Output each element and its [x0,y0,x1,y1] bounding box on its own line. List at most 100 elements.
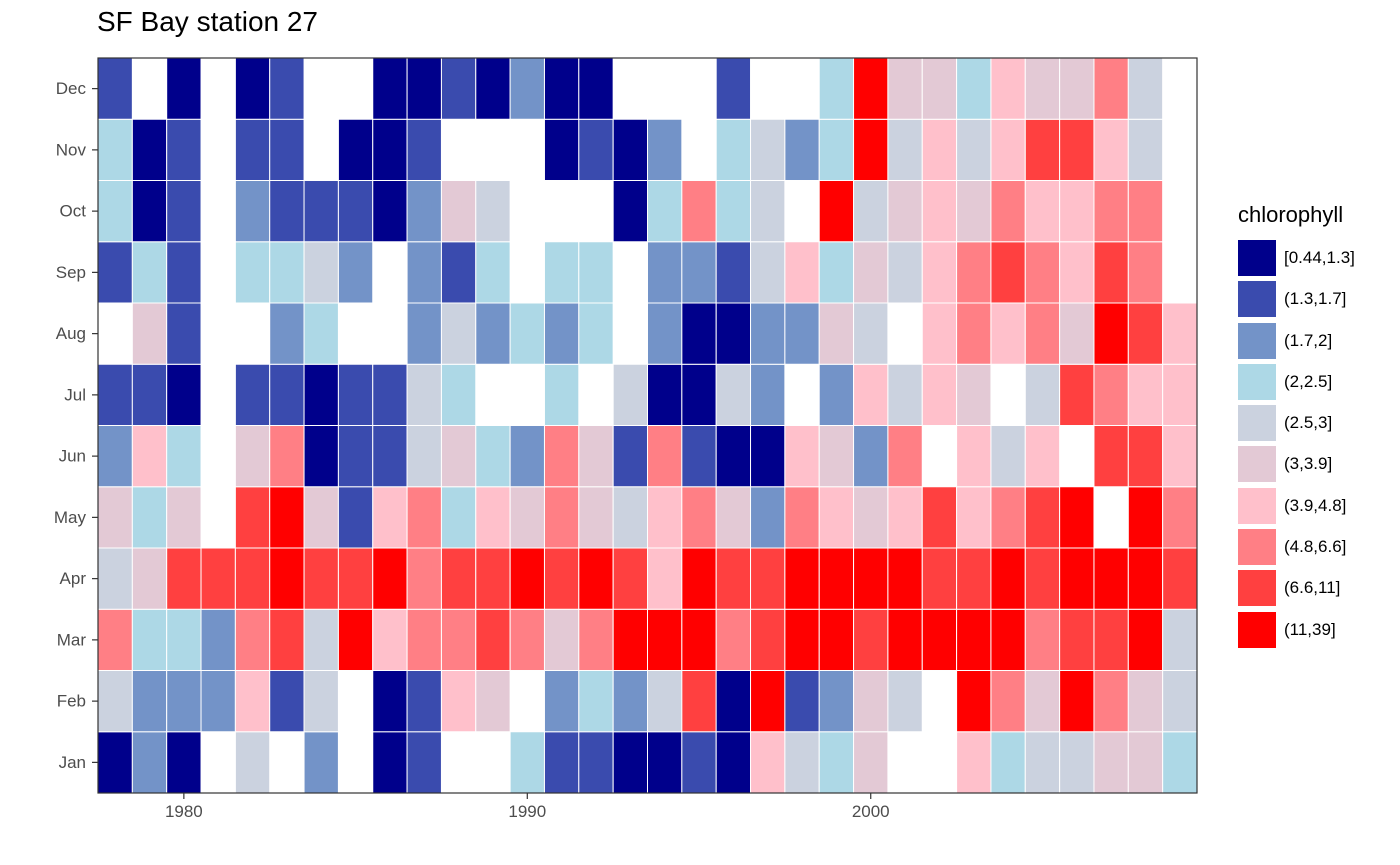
heatmap-cell-jul-1988 [440,363,477,426]
heatmap-cell-apr-1994 [647,547,683,610]
heatmap-cell-sep-1989 [475,241,511,304]
heatmap-cell-jul-1999 [818,363,855,426]
heatmap-cell-may-1990 [509,486,545,549]
heatmap-cell-jan-2008 [1127,731,1164,794]
legend-item-5: (3,3.9] [1238,444,1355,484]
heatmap-cell-jan-2004 [990,731,1026,794]
heatmap-cell-apr-2005 [1024,547,1061,610]
legend: chlorophyll [0.44,1.3] (1.3,1.7] (1.7,2] (2… [1238,202,1355,651]
heatmap-cell-apr-2007 [1093,547,1129,610]
heatmap-cell-may-1996 [715,486,752,549]
heatmap-cell-sep-1995 [681,241,717,304]
heatmap-cell-mar-1980 [166,608,202,671]
heatmap-cell-feb-1993 [612,670,648,733]
heatmap-cell-aug-2007 [1093,302,1129,365]
heatmap-cell-jul-2002 [921,363,958,426]
x-axis: 1980 1990 2000 [165,793,890,821]
y-tick-label-feb: Feb [57,692,86,711]
heatmap-cell-feb-1980 [166,670,202,733]
heatmap-cell-aug-1991 [543,302,580,365]
heatmap-cell-aug-1989 [475,302,511,365]
heatmap-cell-nov-1996 [715,118,752,181]
heatmap-cell-aug-1980 [166,302,202,365]
heatmap-cell-jul-1991 [543,363,580,426]
legend-item-2: (1.7,2] [1238,321,1355,361]
heatmap-cell-jul-1985 [337,363,374,426]
heatmap-cell-sep-2003 [956,241,992,304]
heatmap-cell-jun-1980 [166,425,202,488]
heatmap-cell-apr-1981 [200,547,236,610]
heatmap-cell-jun-1999 [818,425,855,488]
heatmap-cell-jun-2004 [990,425,1026,488]
heatmap-cell-jan-1978 [97,731,133,794]
heatmap-cell-feb-1984 [303,670,339,733]
heatmap-cell-jul-2003 [956,363,992,426]
heatmap-cell-sep-1980 [166,241,202,304]
heatmap-cell-sep-1987 [406,241,442,304]
heatmap-cell-nov-1997 [750,118,786,181]
heatmap-cell-may-1978 [97,486,133,549]
heatmap-cell-dec-1990 [509,57,545,120]
heatmap-cell-sep-1988 [440,241,477,304]
heatmap-cell-jun-2003 [956,425,992,488]
heatmap-cell-sep-1994 [647,241,683,304]
heatmap-cell-oct-2006 [1059,180,1095,243]
heatmap-cell-dec-2001 [887,57,923,120]
heatmap-cell-oct-1994 [647,180,683,243]
heatmap-cell-apr-2006 [1059,547,1095,610]
heatmap-cell-oct-1999 [818,180,855,243]
legend-item-8: (6.6,11] [1238,568,1355,608]
heatmap-cell-sep-2008 [1127,241,1164,304]
heatmap-cell-may-1984 [303,486,339,549]
legend-item-4: (2.5,3] [1238,403,1355,443]
heatmap-cell-mar-1985 [337,608,374,671]
y-tick-label-jun: Jun [59,447,86,466]
heatmap-cell-jun-2000 [853,425,889,488]
heatmap-cell-aug-2003 [956,302,992,365]
heatmap-cell-aug-1997 [750,302,786,365]
y-tick-label-sep: Sep [56,263,86,282]
heatmap-cell-apr-1992 [578,547,614,610]
heatmap-cell-mar-1995 [681,608,717,671]
heatmap-cell-jun-1987 [406,425,442,488]
legend-swatch-1 [1238,281,1276,318]
legend-title: chlorophyll [1238,202,1344,227]
heatmap-cell-may-1979 [131,486,168,549]
heatmap-cell-apr-1984 [303,547,339,610]
heatmap-cell-may-2004 [990,486,1026,549]
heatmap-cell-aug-1990 [509,302,545,365]
heatmap-cell-sep-1982 [234,241,271,304]
heatmap-cell-oct-2008 [1127,180,1164,243]
heatmap-cell-jul-2006 [1059,363,1095,426]
heatmap-cell-sep-1985 [337,241,374,304]
heatmap-cell-may-1999 [818,486,855,549]
y-tick-label-apr: Apr [60,569,87,588]
heatmap-cell-apr-1988 [440,547,477,610]
legend-item-0: [0.44,1.3] [1238,238,1355,278]
heatmap-cell-nov-2003 [956,118,992,181]
heatmap-cell-jul-1986 [372,363,408,426]
heatmap-cell-aug-1984 [303,302,339,365]
heatmap-cell-jan-2007 [1093,731,1129,794]
heatmap-cell-feb-1982 [234,670,271,733]
heatmap-cell-sep-1991 [543,241,580,304]
heatmap-cell-sep-2000 [853,241,889,304]
heatmap-cell-jul-1987 [406,363,442,426]
heatmap-cell-nov-1983 [269,118,305,181]
heatmap-cell-apr-1991 [543,547,580,610]
heatmap-cell-jul-1984 [303,363,339,426]
heatmap-cell-sep-2001 [887,241,923,304]
heatmap-cell-may-1980 [166,486,202,549]
heatmap-cell-may-1987 [406,486,442,549]
heatmap-cell-feb-1992 [578,670,614,733]
heatmap-cell-feb-2006 [1059,670,1095,733]
heatmap-cell-nov-2006 [1059,118,1095,181]
heatmap-cell-mar-1994 [647,608,683,671]
heatmap-cell-aug-2008 [1127,302,1164,365]
heatmap-cell-feb-1995 [681,670,717,733]
legend-label-9: (11,39] [1284,619,1336,639]
heatmap-cell-dec-2000 [853,57,889,120]
heatmap-cell-may-2008 [1127,486,1164,549]
heatmap-cell-jul-2000 [853,363,889,426]
heatmap-cell-feb-1994 [647,670,683,733]
